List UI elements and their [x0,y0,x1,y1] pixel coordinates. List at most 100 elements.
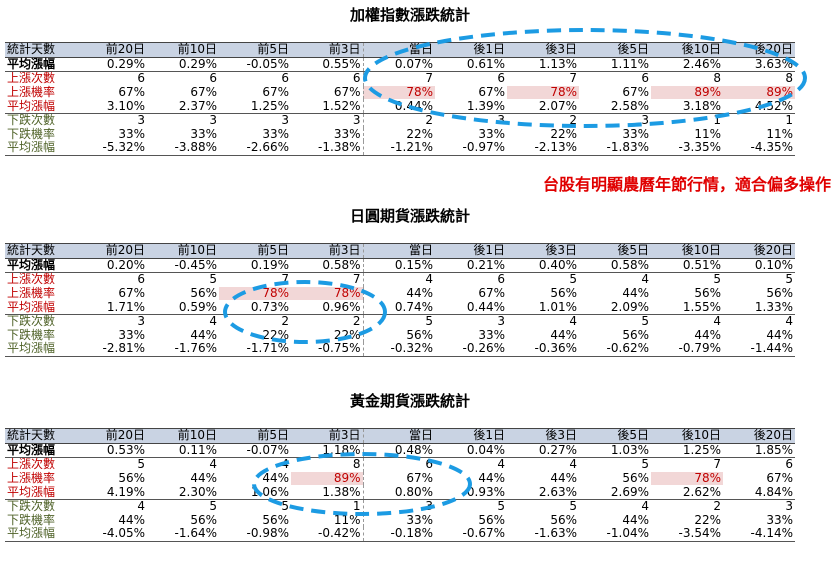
cell: -1.63% [507,527,579,542]
cell: 0.04% [435,443,507,459]
cell: 1.01% [507,300,579,315]
row-label: 上漲次數 [7,272,56,287]
cell: 6 [137,272,145,287]
cell: -0.07% [219,443,291,459]
row-label: 上漲次數 [7,71,56,86]
cell: 33% [362,514,435,528]
annotation: 台股有明顯農曆年節行情，適合偏多操作 [542,175,831,194]
row-label: 平均漲幅 [5,527,75,542]
cell: 44% [622,512,649,527]
cell: 2 [362,113,435,128]
stats-table: 統計天數 前20日 前10日 前5日 前3日 當日 後1日 後3日 後5日 後10日 後20日 平均漲… [5,428,795,542]
cell: 44% [622,286,649,301]
cell: 22% [262,327,289,342]
cell: 7 [352,272,361,287]
row-label: 平均漲幅 [5,485,75,500]
header-cell: 前10日 [147,428,219,444]
cell: 1.03% [579,443,651,459]
cell: 1.11% [579,57,651,73]
header-cell: 後10日 [651,243,723,259]
row-label: 上漲機率 [7,85,56,100]
data-row: 上漲次數 6 5 7 7 4 6 5 4 5 5 [5,272,795,287]
cell: -1.71% [219,342,291,357]
cell: -2.13% [507,141,579,156]
stats-table: 統計天數 前20日 前10日 前5日 前3日 當日 後1日 後3日 後5日 後10日 後20日 平均漲… [5,243,795,357]
cell: -2.81% [75,342,147,357]
data-row: 下跌機率 33% 44% 22% 22% 56% 33% 44% 56% 44% 44% [5,329,795,343]
cell: 3 [362,499,435,514]
cell: 1 [713,113,721,128]
cell: 0.53% [75,443,147,459]
cell: -3.54% [651,527,723,542]
cell: 6 [497,272,505,287]
header-cell: 後3日 [507,42,579,58]
cell: 4.84% [723,485,795,500]
cell: 5 [209,499,217,514]
cell: 0.48% [362,443,435,459]
cell: -2.66% [219,141,291,156]
cell: 4 [497,457,505,472]
cell: -1.64% [147,527,219,542]
row-label: 平均漲幅 [5,258,75,274]
table-title: 日圓期貨漲跌統計 [349,207,470,225]
header-cell: 前5日 [219,428,291,444]
cell: 44% [362,287,435,301]
header-cell: 後1日 [435,42,507,58]
cell: 11% [694,126,721,141]
cell: 6 [137,71,145,86]
cell: -0.97% [435,141,507,156]
cell: 4 [209,314,217,329]
cell: 5 [209,272,217,287]
cell: 1 [785,113,793,128]
cell: 6 [785,457,793,472]
cell: 2 [281,314,289,329]
cell: 0.80% [362,485,435,500]
cell: 1.25% [651,443,723,459]
data-row: 平均漲幅 1.71% 0.59% 0.73% 0.96% 0.74% 0.44% 1.01% 2… [5,300,795,315]
cell: 78% [651,472,723,486]
header-cell: 後5日 [579,42,651,58]
cell: 1.25% [219,99,291,114]
header-cell: 前5日 [219,42,291,58]
cell: 44% [478,471,505,486]
cell: 33% [478,327,505,342]
cell: 44% [190,471,217,486]
cell: 33% [118,327,145,342]
cell: 4 [785,314,793,329]
cell: -3.35% [651,141,723,156]
data-row: 下跌機率 44% 56% 56% 11% 33% 56% 56% 44% 22% 33% [5,514,795,528]
header-cell: 前20日 [75,243,147,259]
stats-table: 統計天數 前20日 前10日 前5日 前3日 當日 後1日 後3日 後5日 後10日 後20日 平均漲… [5,42,795,156]
data-row: 上漲次數 5 4 4 8 6 4 4 5 7 6 [5,457,795,472]
cell: 2.30% [147,485,219,500]
row-label: 平均漲幅 [5,300,75,315]
cell: 56% [622,471,649,486]
header-row: 統計天數 前20日 前10日 前5日 前3日 當日 後1日 後3日 後5日 後10日 後20日 [5,243,795,259]
cell: 67% [766,471,793,486]
header-cell: 統計天數 [5,243,75,259]
cell: 78% [219,287,291,301]
cell: 1.52% [291,99,363,114]
data-row: 下跌次數 3 3 3 3 2 3 2 3 1 1 [5,113,795,128]
cell: 8 [785,71,793,86]
cell: 56% [478,512,505,527]
cell: 1.55% [651,300,723,315]
cell: 0.29% [147,57,219,73]
cell: 0.29% [75,57,147,73]
data-row: 下跌次數 3 4 2 2 5 3 4 5 4 4 [5,314,795,329]
cell: 0.73% [219,300,291,315]
data-row: 上漲次數 6 6 6 6 7 6 7 6 8 8 [5,71,795,86]
cell: 78% [362,86,435,100]
cell: 67% [118,286,145,301]
header-cell: 後10日 [651,428,723,444]
row-label: 上漲機率 [7,286,56,301]
header-cell: 後1日 [435,428,507,444]
cell: 2 [713,499,721,514]
cell: 67% [190,85,217,100]
cell: 5 [713,272,721,287]
data-row: 上漲機率 56% 44% 44% 89% 67% 44% 44% 56% 78% 67% [5,472,795,486]
cell: 1 [352,499,361,514]
header-cell: 統計天數 [5,42,75,58]
data-row: 平均漲幅 4.19% 2.30% 1.06% 1.38% 0.80% 0.93% 2.63% 2… [5,485,795,500]
cell: 89% [651,86,723,100]
